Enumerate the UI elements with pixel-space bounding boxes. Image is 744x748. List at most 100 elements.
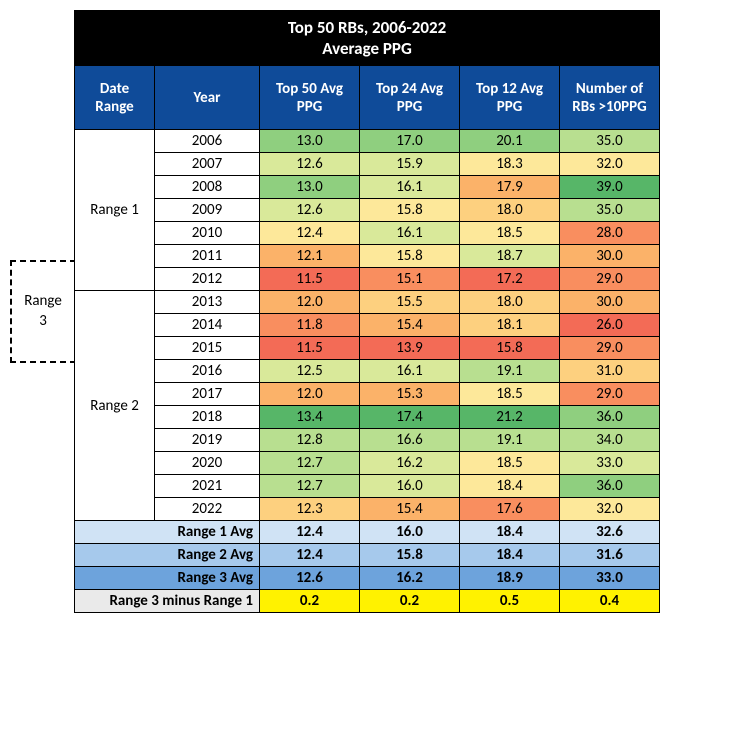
data-cell: 15.3 [360,383,460,406]
data-cell: 12.7 [260,452,360,475]
year-cell: 2013 [155,291,260,314]
data-cell: 12.0 [260,291,360,314]
range3-label-line2: 3 [18,312,68,332]
data-cell: 26.0 [560,314,660,337]
diff-row: Range 3 minus Range 10.20.20.50.4 [75,590,660,613]
summary-row: Range 3 Avg12.616.218.933.0 [75,567,660,590]
summary-value: 33.0 [560,567,660,590]
range1-cell: Range 1 [75,130,155,291]
data-cell: 15.8 [360,199,460,222]
diff-label: Range 3 minus Range 1 [75,590,260,613]
data-cell: 12.3 [260,498,360,521]
year-cell: 2009 [155,199,260,222]
data-cell: 12.6 [260,199,360,222]
data-cell: 18.5 [460,452,560,475]
table-row: 202212.315.417.632.0 [75,498,660,521]
year-cell: 2020 [155,452,260,475]
hdr-num: Number of RBs >10PPG [560,66,660,130]
diff-value: 0.2 [260,590,360,613]
summary-row: Range 1 Avg12.416.018.432.6 [75,521,660,544]
title-row: Top 50 RBs, 2006-2022 Average PPG [75,11,660,66]
summary-value: 16.2 [360,567,460,590]
year-cell: 2008 [155,176,260,199]
data-cell: 17.4 [360,406,460,429]
data-cell: 13.0 [260,176,360,199]
summary-value: 32.6 [560,521,660,544]
data-cell: 17.2 [460,268,560,291]
data-cell: 13.0 [260,130,360,153]
table-row: Range 1200613.017.020.135.0 [75,130,660,153]
year-cell: 2018 [155,406,260,429]
year-cell: 2021 [155,475,260,498]
hdr-top24: Top 24 Avg PPG [360,66,460,130]
data-cell: 30.0 [560,291,660,314]
year-cell: 2006 [155,130,260,153]
table-row: Range 2201312.015.518.030.0 [75,291,660,314]
data-cell: 36.0 [560,475,660,498]
data-cell: 15.9 [360,153,460,176]
table-row: 201712.015.318.529.0 [75,383,660,406]
summary-value: 18.4 [460,544,560,567]
year-cell: 2011 [155,245,260,268]
data-cell: 35.0 [560,130,660,153]
summary-value: 18.9 [460,567,560,590]
data-cell: 16.1 [360,222,460,245]
year-cell: 2007 [155,153,260,176]
data-cell: 36.0 [560,406,660,429]
title-line2: Average PPG [75,38,659,59]
data-cell: 16.1 [360,360,460,383]
data-cell: 21.2 [460,406,560,429]
data-cell: 30.0 [560,245,660,268]
data-cell: 11.8 [260,314,360,337]
data-cell: 16.6 [360,429,460,452]
table-row: 200813.016.117.939.0 [75,176,660,199]
hdr-date-range: Date Range [75,66,155,130]
data-cell: 11.5 [260,268,360,291]
data-cell: 18.4 [460,475,560,498]
data-cell: 18.7 [460,245,560,268]
table-row: 202112.716.018.436.0 [75,475,660,498]
range3-label-line1: Range [18,292,68,312]
summary-value: 15.8 [360,544,460,567]
data-cell: 16.1 [360,176,460,199]
data-cell: 19.1 [460,360,560,383]
table-row: 201411.815.418.126.0 [75,314,660,337]
diff-value: 0.5 [460,590,560,613]
summary-label: Range 1 Avg [75,521,260,544]
data-cell: 16.2 [360,452,460,475]
data-cell: 20.1 [460,130,560,153]
data-cell: 15.5 [360,291,460,314]
summary-value: 18.4 [460,521,560,544]
table-row: 201211.515.117.229.0 [75,268,660,291]
year-cell: 2016 [155,360,260,383]
table-row: 201112.115.818.730.0 [75,245,660,268]
data-cell: 32.0 [560,498,660,521]
data-cell: 29.0 [560,268,660,291]
data-cell: 18.1 [460,314,560,337]
data-cell: 35.0 [560,199,660,222]
data-cell: 13.9 [360,337,460,360]
table-row: 200912.615.818.035.0 [75,199,660,222]
data-cell: 32.0 [560,153,660,176]
table-row: 202012.716.218.533.0 [75,452,660,475]
table-row: 201012.416.118.528.0 [75,222,660,245]
data-cell: 11.5 [260,337,360,360]
summary-label: Range 2 Avg [75,544,260,567]
year-cell: 2014 [155,314,260,337]
data-cell: 19.1 [460,429,560,452]
data-cell: 29.0 [560,383,660,406]
header-row: Date Range Year Top 50 Avg PPG Top 24 Av… [75,66,660,130]
data-cell: 12.6 [260,153,360,176]
table-row: 200712.615.918.332.0 [75,153,660,176]
hdr-top50: Top 50 Avg PPG [260,66,360,130]
data-cell: 12.4 [260,222,360,245]
summary-row: Range 2 Avg12.415.818.431.6 [75,544,660,567]
data-cell: 15.8 [360,245,460,268]
title-line1: Top 50 RBs, 2006-2022 [75,17,659,38]
data-cell: 15.1 [360,268,460,291]
year-cell: 2015 [155,337,260,360]
diff-value: 0.4 [560,590,660,613]
year-cell: 2012 [155,268,260,291]
table-row: 201511.513.915.829.0 [75,337,660,360]
data-cell: 15.4 [360,314,460,337]
